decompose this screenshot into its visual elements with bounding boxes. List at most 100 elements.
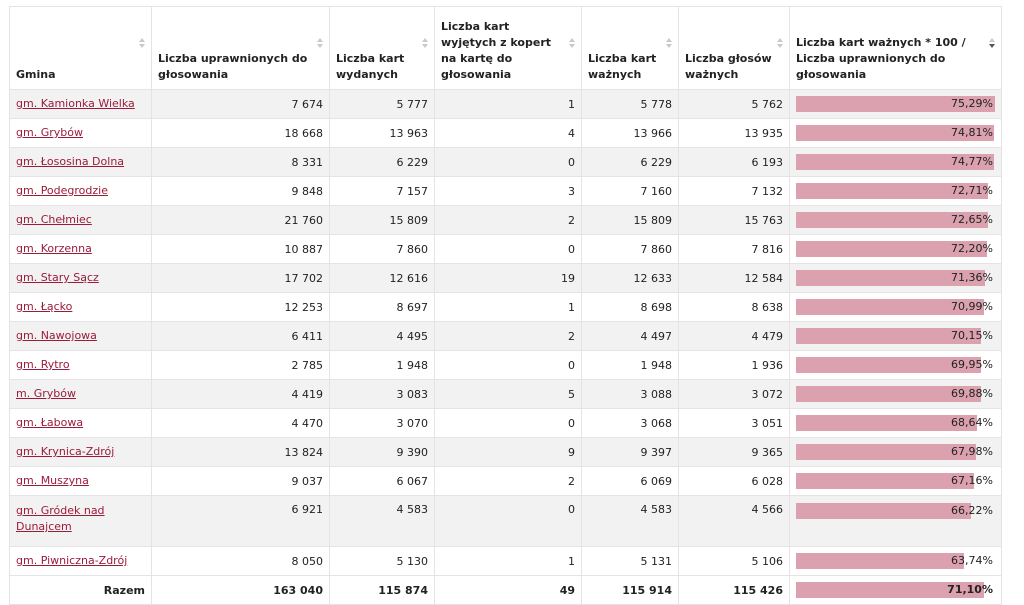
table-row: gm. Chełmiec 21 760 15 809 2 15 809 15 763 72,… xyxy=(9,205,1002,235)
uprawnieni-cell: 8 331 xyxy=(151,147,330,177)
percentage-bar-fill xyxy=(796,183,989,199)
percentage-bar: 69,88% xyxy=(796,386,995,402)
koperty-cell: 0 xyxy=(434,408,582,438)
percentage-bar-fill xyxy=(796,96,995,112)
gmina-cell: gm. Stary Sącz xyxy=(9,263,152,293)
percentage-bar: 72,71% xyxy=(796,183,995,199)
uprawnieni-cell: 9 037 xyxy=(151,466,330,496)
gmina-link[interactable]: gm. Korzenna xyxy=(16,242,92,255)
wydane-cell: 3 083 xyxy=(329,379,435,409)
wazne-karty-cell: 6 229 xyxy=(581,147,679,177)
koperty-cell: 4 xyxy=(434,118,582,148)
gmina-link[interactable]: gm. Łabowa xyxy=(16,416,84,429)
percentage-value: 70,15% xyxy=(951,329,993,342)
percentage-bar: 68,64% xyxy=(796,415,995,431)
koperty-cell: 0 xyxy=(434,147,582,177)
wydane-cell: 1 948 xyxy=(329,350,435,380)
percentage-bar-fill xyxy=(796,328,982,344)
percentage-bar-fill xyxy=(796,299,984,315)
frekwencja-cell: 68,64% xyxy=(789,408,1002,438)
uprawnieni-cell: 9 848 xyxy=(151,176,330,206)
frekwencja-cell: 69,88% xyxy=(789,379,1002,409)
wydane-cell: 13 963 xyxy=(329,118,435,148)
frekwencja-cell: 72,20% xyxy=(789,234,1002,264)
gmina-cell: m. Grybów xyxy=(9,379,152,409)
gmina-link[interactable]: gm. Nawojowa xyxy=(16,329,97,342)
percentage-bar: 74,81% xyxy=(796,125,995,141)
table-row: m. Grybów 4 419 3 083 5 3 088 3 072 69,88% xyxy=(9,379,1002,409)
gmina-link[interactable]: gm. Gródek nad Dunajcem xyxy=(16,504,105,533)
column-header-wydane[interactable]: Liczba kart wydanych xyxy=(329,6,435,90)
column-header-uprawnieni[interactable]: Liczba uprawnionych do głosowania xyxy=(151,6,330,90)
wydane-cell: 9 390 xyxy=(329,437,435,467)
gmina-cell: gm. Kamionka Wielka xyxy=(9,89,152,119)
frekwencja-cell: 71,36% xyxy=(789,263,1002,293)
frekwencja-cell: 72,65% xyxy=(789,205,1002,235)
totals-row: Razem 163 040 115 874 49 115 914 115 426… xyxy=(9,575,1002,605)
sort-desc-icon xyxy=(989,38,995,50)
column-header-label: Liczba głosów ważnych xyxy=(685,52,772,81)
gmina-link[interactable]: gm. Łososina Dolna xyxy=(16,155,125,168)
wazne-glosy-cell: 3 051 xyxy=(678,408,790,438)
frekwencja-cell: 67,98% xyxy=(789,437,1002,467)
gmina-cell: gm. Piwniczna-Zdrój xyxy=(9,546,152,576)
column-header-wazne-karty[interactable]: Liczba kart ważnych xyxy=(581,6,679,90)
koperty-cell: 0 xyxy=(434,350,582,380)
frekwencja-cell: 70,99% xyxy=(789,292,1002,322)
uprawnieni-cell: 10 887 xyxy=(151,234,330,264)
percentage-bar-fill xyxy=(796,270,985,286)
table-row: gm. Kamionka Wielka 7 674 5 777 1 5 778 5 762… xyxy=(9,89,1002,119)
gmina-link[interactable]: gm. Grybów xyxy=(16,126,83,139)
frekwencja-cell: 72,71% xyxy=(789,176,1002,206)
wazne-karty-cell: 4 583 xyxy=(581,495,679,547)
gmina-link[interactable]: gm. Stary Sącz xyxy=(16,271,99,284)
percentage-bar-fill xyxy=(796,357,981,373)
percentage-value: 72,65% xyxy=(951,213,993,226)
percentage-value: 72,71% xyxy=(951,184,993,197)
totals-wydane: 115 874 xyxy=(329,575,435,605)
sort-icon xyxy=(317,38,323,50)
gmina-link[interactable]: gm. Rytro xyxy=(16,358,70,371)
wazne-karty-cell: 12 633 xyxy=(581,263,679,293)
percentage-value: 70,99% xyxy=(951,300,993,313)
percentage-bar-fill xyxy=(796,473,974,489)
wazne-karty-cell: 7 160 xyxy=(581,176,679,206)
gmina-link[interactable]: gm. Piwniczna-Zdrój xyxy=(16,554,128,567)
wydane-cell: 12 616 xyxy=(329,263,435,293)
percentage-bar-fill xyxy=(796,415,978,431)
column-header-wazne-glosy[interactable]: Liczba głosów ważnych xyxy=(678,6,790,90)
wazne-glosy-cell: 3 072 xyxy=(678,379,790,409)
percentage-bar: 72,65% xyxy=(796,212,995,228)
wydane-cell: 8 697 xyxy=(329,292,435,322)
koperty-cell: 0 xyxy=(434,234,582,264)
wazne-glosy-cell: 6 193 xyxy=(678,147,790,177)
gmina-link[interactable]: m. Grybów xyxy=(16,387,76,400)
percentage-bar: 66,22% xyxy=(796,503,995,519)
koperty-cell: 1 xyxy=(434,546,582,576)
table-row: gm. Muszyna 9 037 6 067 2 6 069 6 028 67,16% xyxy=(9,466,1002,496)
column-header-gmina[interactable]: Gmina xyxy=(9,6,152,90)
wydane-cell: 5 130 xyxy=(329,546,435,576)
gmina-link[interactable]: gm. Łącko xyxy=(16,300,73,313)
gmina-link[interactable]: gm. Krynica-Zdrój xyxy=(16,445,115,458)
sort-icon xyxy=(569,38,575,50)
column-header-frekwencja[interactable]: Liczba kart ważnych * 100 / Liczba upraw… xyxy=(789,6,1002,90)
gmina-link[interactable]: gm. Chełmiec xyxy=(16,213,92,226)
gmina-link[interactable]: gm. Muszyna xyxy=(16,474,89,487)
percentage-value: 71,10% xyxy=(947,583,993,596)
wazne-glosy-cell: 12 584 xyxy=(678,263,790,293)
gmina-link[interactable]: gm. Kamionka Wielka xyxy=(16,97,135,110)
wazne-glosy-cell: 13 935 xyxy=(678,118,790,148)
koperty-cell: 1 xyxy=(434,89,582,119)
totals-label: Razem xyxy=(9,575,152,605)
wazne-karty-cell: 7 860 xyxy=(581,234,679,264)
table-row: gm. Piwniczna-Zdrój 8 050 5 130 1 5 131 5 106… xyxy=(9,546,1002,576)
wazne-karty-cell: 6 069 xyxy=(581,466,679,496)
gmina-link[interactable]: gm. Podegrodzie xyxy=(16,184,108,197)
percentage-bar: 75,29% xyxy=(796,96,995,112)
sort-icon xyxy=(666,38,672,50)
wazne-karty-cell: 5 778 xyxy=(581,89,679,119)
percentage-value: 71,36% xyxy=(951,271,993,284)
column-header-koperty[interactable]: Liczba kart wyjętych z kopert na kartę d… xyxy=(434,6,582,90)
percentage-bar-fill xyxy=(796,154,994,170)
